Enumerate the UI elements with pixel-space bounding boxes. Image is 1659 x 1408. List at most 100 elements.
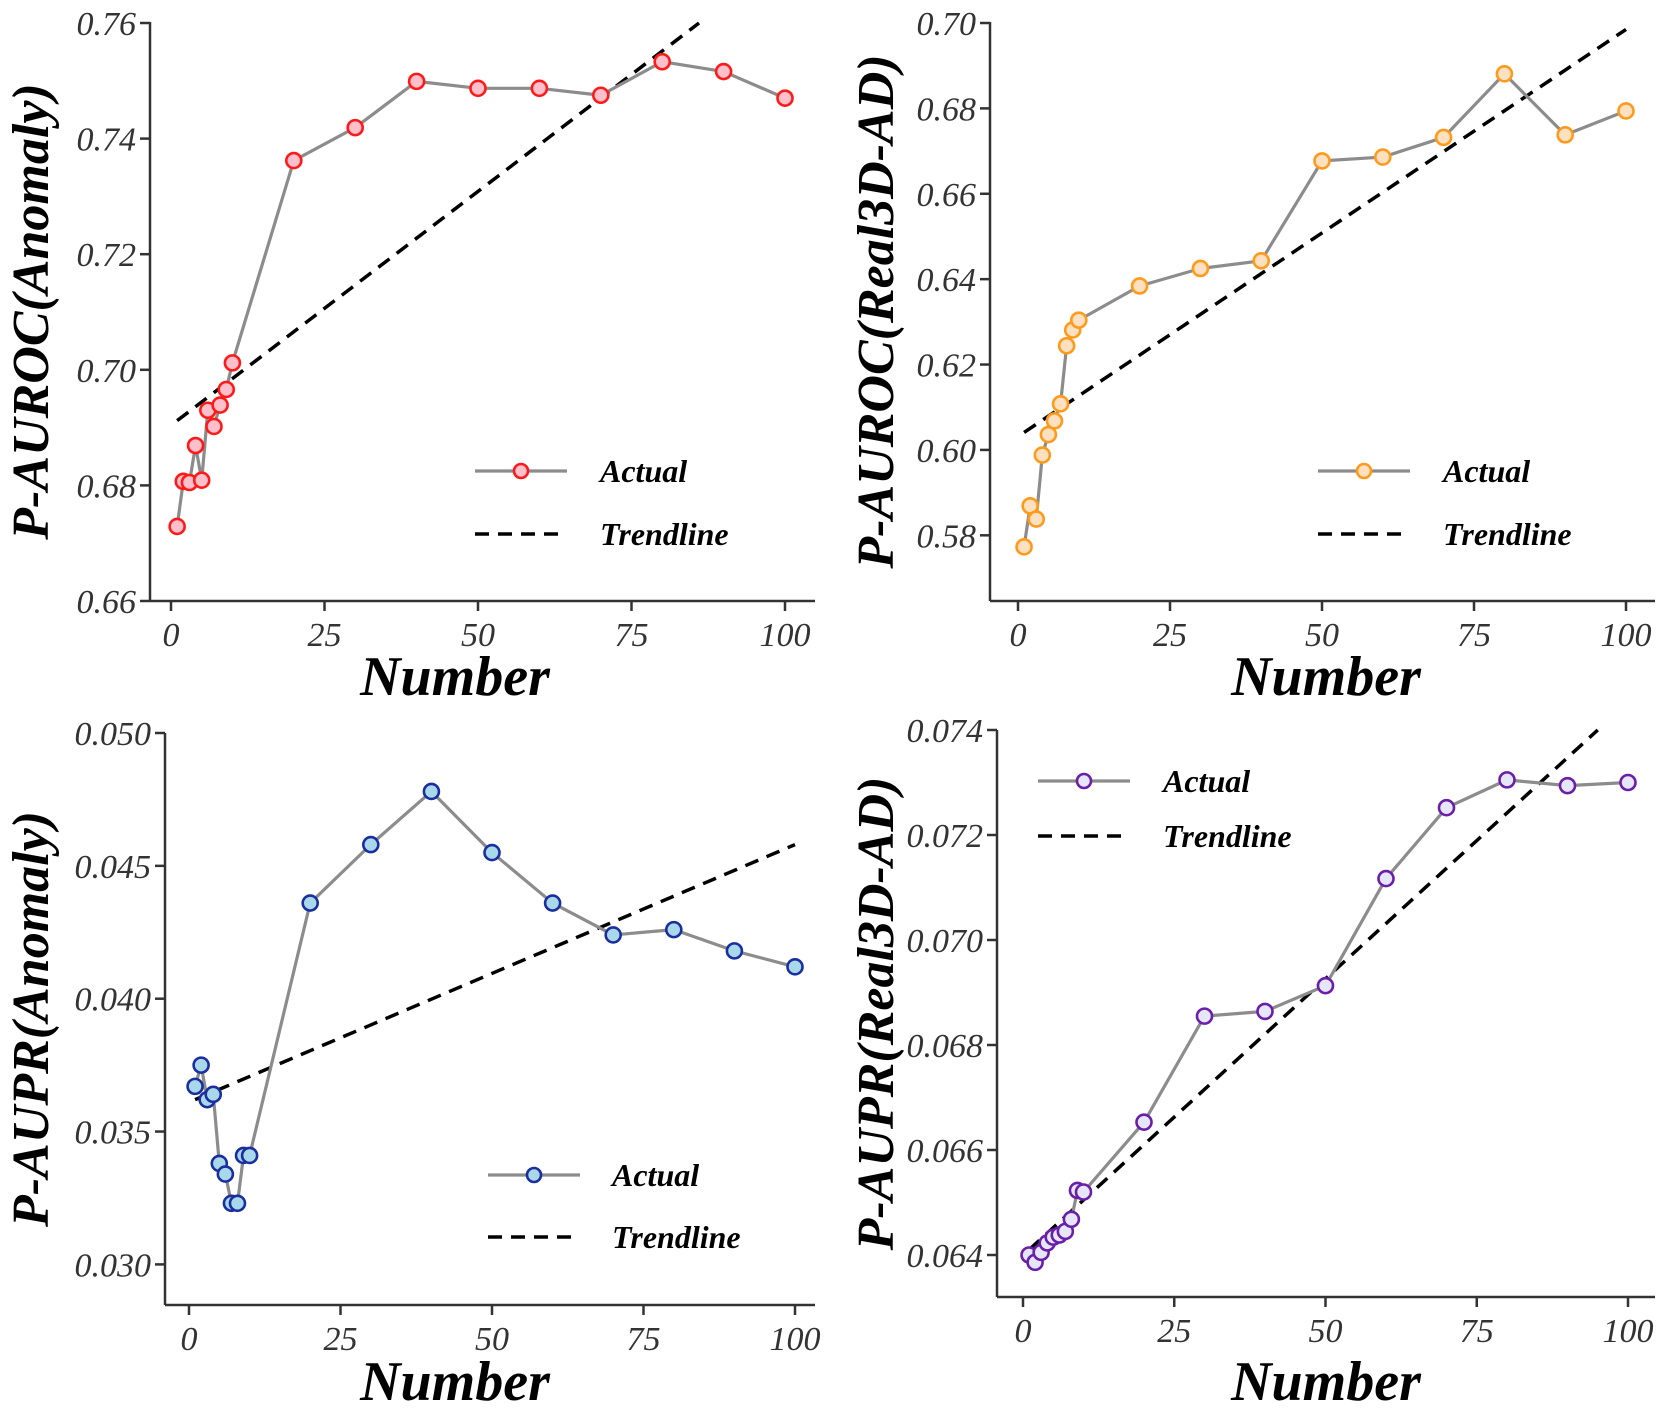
- x-axis-title: Number: [359, 646, 551, 708]
- data-point: [1256, 1002, 1274, 1021]
- data-point: [1062, 1210, 1081, 1229]
- data-point: [1191, 259, 1210, 278]
- y-tick-label: 0.68: [77, 468, 137, 505]
- data-point: [530, 79, 549, 98]
- legend: Actual Trendline: [1038, 763, 1292, 854]
- data-point: [1070, 311, 1088, 329]
- y-axis-title: P-AUROC(Real3D-AD): [848, 54, 905, 569]
- data-point: [543, 894, 562, 912]
- x-tick-label: 50: [1305, 617, 1339, 654]
- data-point: [168, 517, 186, 536]
- y-tick-label: 0.60: [917, 433, 977, 470]
- data-point: [346, 118, 365, 137]
- data-point: [591, 86, 610, 105]
- data-point: [186, 436, 205, 455]
- data-point: [1617, 102, 1635, 120]
- legend-actual-marker: [525, 1166, 543, 1184]
- data-point: [1558, 776, 1577, 795]
- data-point: [301, 894, 320, 912]
- x-tick-label: 75: [1460, 1313, 1494, 1350]
- y-tick-label: 0.040: [75, 982, 152, 1019]
- x-tick-label: 75: [627, 1321, 661, 1358]
- x-tick-label: 75: [615, 617, 649, 654]
- data-point: [1033, 446, 1052, 464]
- y-tick-label: 0.064: [907, 1238, 984, 1275]
- trendline: [1023, 27, 1627, 434]
- y-tick-label: 0.68: [917, 91, 977, 128]
- panel-p-auroc-anomaly: 0.66 0.68 0.70 0.72 0.74 0.76 0 25 50 75 100 Number…: [3, 6, 815, 708]
- data-point: [1316, 976, 1335, 995]
- y-axis-title: P-AUROC(Anomaly): [3, 83, 60, 540]
- data-point: [223, 354, 242, 372]
- data-point: [1377, 869, 1395, 888]
- y-tick-label: 0.068: [907, 1028, 984, 1065]
- legend-actual-label: Actual: [1441, 453, 1530, 489]
- legend-actual-label: Actual: [598, 453, 687, 489]
- data-point: [1437, 798, 1456, 817]
- data-point: [725, 942, 744, 960]
- data-point: [192, 1056, 210, 1074]
- data-point: [1015, 538, 1033, 556]
- data-point: [407, 72, 426, 91]
- legend: Actual Trendline: [1318, 453, 1572, 552]
- data-point: [216, 1165, 235, 1183]
- y-tick-label: 0.62: [917, 348, 977, 385]
- x-tick-label: 75: [1457, 617, 1491, 654]
- data-point: [604, 926, 623, 944]
- data-point: [653, 52, 672, 71]
- x-tick-label: 25: [1153, 617, 1187, 654]
- data-point: [1057, 336, 1076, 355]
- y-axis-title: P-AUPR(Anomaly): [3, 811, 60, 1228]
- panel-p-aupr-anomaly: 0.030 0.035 0.040 0.045 0.050 0 25 50 75 100 Numbe…: [3, 716, 821, 1408]
- y-tick-label: 0.64: [917, 262, 977, 299]
- x-tick-label: 100: [760, 617, 811, 654]
- x-tick-label: 25: [1157, 1313, 1191, 1350]
- data-point: [228, 1194, 247, 1213]
- legend-actual-marker: [512, 462, 530, 480]
- data-point: [205, 417, 223, 436]
- panel-p-auroc-real3d-ad: 0.58 0.60 0.62 0.64 0.66 0.68 0.70 0 25 50 75 100 Nu…: [848, 6, 1655, 708]
- x-tick-label: 25: [324, 1321, 358, 1358]
- x-tick-label: 0: [1010, 617, 1027, 654]
- x-tick-label: 0: [181, 1321, 198, 1358]
- data-point: [1619, 773, 1637, 792]
- data-point: [361, 835, 380, 854]
- data-point: [776, 89, 794, 107]
- trendline: [194, 842, 796, 1102]
- x-axis-title: Number: [359, 1351, 551, 1408]
- x-tick-label: 50: [461, 617, 495, 654]
- y-tick-label: 0.074: [907, 713, 984, 750]
- actual-series-line: [1022, 72, 1627, 548]
- y-tick-label: 0.70: [77, 353, 137, 390]
- data-point: [1252, 251, 1270, 270]
- y-tick-label: 0.070: [907, 923, 984, 960]
- data-point: [204, 1085, 223, 1104]
- data-point: [1130, 277, 1149, 295]
- data-point: [186, 1077, 204, 1096]
- legend-trendline-label: Trendline: [600, 516, 729, 552]
- data-point: [422, 782, 441, 801]
- data-point: [664, 920, 683, 939]
- panel-p-aupr-real3d-ad: 0.064 0.066 0.068 0.070 0.072 0.074 0 25 50 75 100…: [848, 713, 1655, 1408]
- y-tick-label: 0.072: [907, 818, 984, 855]
- trendline: [176, 21, 701, 423]
- data-point: [1434, 128, 1453, 147]
- trendline: [1027, 728, 1599, 1252]
- y-tick-label: 0.66: [917, 177, 977, 214]
- actual-series-line: [1027, 778, 1629, 1264]
- legend-trendline-label: Trendline: [1443, 516, 1572, 552]
- y-tick-label: 0.70: [917, 6, 977, 43]
- x-tick-label: 25: [308, 617, 342, 654]
- data-point: [1556, 126, 1574, 144]
- y-tick-label: 0.035: [75, 1115, 152, 1152]
- data-point: [1495, 65, 1514, 83]
- y-tick-label: 0.66: [77, 584, 137, 621]
- data-point: [1498, 771, 1516, 789]
- x-tick-label: 100: [1603, 1313, 1654, 1350]
- data-point: [217, 380, 236, 399]
- data-point: [714, 62, 733, 81]
- legend-actual-marker: [1355, 462, 1373, 480]
- legend-actual-marker: [1075, 772, 1093, 790]
- data-point: [284, 151, 303, 170]
